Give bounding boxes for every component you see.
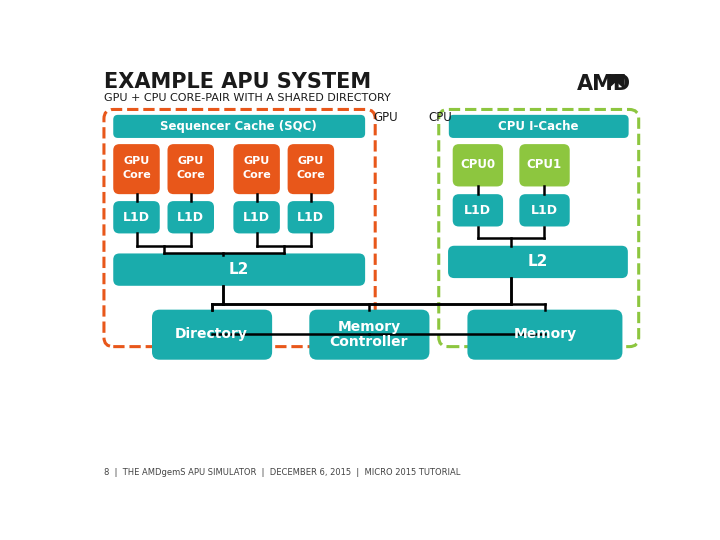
Text: GPU: GPU: [374, 111, 398, 124]
Text: Core: Core: [242, 170, 271, 180]
FancyBboxPatch shape: [113, 144, 160, 194]
FancyBboxPatch shape: [449, 115, 629, 138]
Polygon shape: [608, 74, 625, 90]
Text: L1D: L1D: [243, 211, 270, 224]
Text: 8  |  THE AMDgemS APU SIMULATOR  |  DECEMBER 6, 2015  |  MICRO 2015 TUTORIAL: 8 | THE AMDgemS APU SIMULATOR | DECEMBER…: [104, 468, 460, 477]
FancyBboxPatch shape: [233, 201, 280, 233]
Text: Core: Core: [297, 170, 325, 180]
FancyBboxPatch shape: [168, 201, 214, 233]
Text: AMD: AMD: [577, 74, 631, 94]
Text: L2: L2: [528, 254, 548, 269]
Text: Controller: Controller: [330, 335, 408, 349]
Text: Directory: Directory: [175, 327, 248, 341]
Text: GPU: GPU: [298, 156, 324, 166]
Text: L1D: L1D: [464, 204, 491, 217]
Text: EXAMPLE APU SYSTEM: EXAMPLE APU SYSTEM: [104, 72, 371, 92]
Text: CPU1: CPU1: [526, 158, 562, 171]
Text: Sequencer Cache (SQC): Sequencer Cache (SQC): [161, 120, 318, 133]
Text: CPU: CPU: [428, 111, 452, 124]
Text: L1D: L1D: [177, 211, 204, 224]
Text: Memory: Memory: [338, 320, 400, 334]
FancyBboxPatch shape: [448, 246, 628, 278]
FancyBboxPatch shape: [519, 144, 570, 186]
Text: CPU0: CPU0: [460, 158, 495, 171]
Text: GPU: GPU: [178, 156, 204, 166]
FancyBboxPatch shape: [453, 194, 503, 226]
FancyBboxPatch shape: [113, 253, 365, 286]
Text: GPU: GPU: [243, 156, 270, 166]
Text: GPU + CPU CORE-PAIR WITH A SHARED DIRECTORY: GPU + CPU CORE-PAIR WITH A SHARED DIRECT…: [104, 93, 391, 103]
FancyBboxPatch shape: [310, 309, 429, 360]
FancyBboxPatch shape: [113, 201, 160, 233]
FancyBboxPatch shape: [287, 144, 334, 194]
Text: L1D: L1D: [123, 211, 150, 224]
Text: Memory: Memory: [513, 327, 577, 341]
Text: L1D: L1D: [297, 211, 325, 224]
Text: GPU: GPU: [123, 156, 150, 166]
FancyBboxPatch shape: [233, 144, 280, 194]
FancyBboxPatch shape: [113, 115, 365, 138]
Text: Core: Core: [122, 170, 151, 180]
FancyBboxPatch shape: [168, 144, 214, 194]
FancyBboxPatch shape: [287, 201, 334, 233]
FancyBboxPatch shape: [467, 309, 622, 360]
FancyBboxPatch shape: [519, 194, 570, 226]
FancyBboxPatch shape: [152, 309, 272, 360]
Text: L2: L2: [229, 262, 249, 277]
FancyBboxPatch shape: [453, 144, 503, 186]
Text: Core: Core: [176, 170, 205, 180]
Text: L1D: L1D: [531, 204, 558, 217]
Text: CPU I-Cache: CPU I-Cache: [498, 120, 579, 133]
